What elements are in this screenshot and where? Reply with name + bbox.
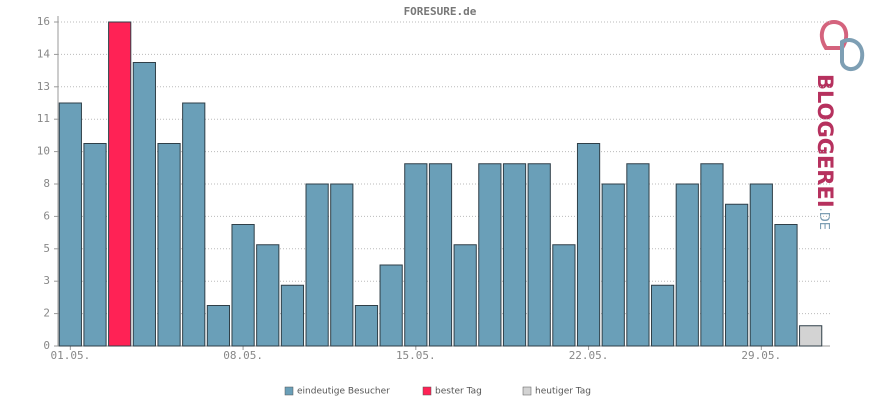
bar xyxy=(749,183,773,347)
bar xyxy=(502,163,527,347)
legend-label: eindeutige Besucher xyxy=(297,387,390,397)
bar xyxy=(428,163,453,347)
logo-shape xyxy=(840,38,865,71)
y-tick-label: 6 xyxy=(43,209,50,222)
legend-label: bester Tag xyxy=(435,387,482,397)
bar xyxy=(675,183,699,347)
bar xyxy=(182,102,206,347)
legend-label: heutiger Tag xyxy=(535,387,591,397)
logo-text: BLOGGEREI.DE xyxy=(813,74,837,230)
bar xyxy=(108,21,132,347)
y-tick-label: 5 xyxy=(43,242,50,255)
bar xyxy=(799,325,823,347)
legend: eindeutige Besucher bester Tag heutiger Ta… xyxy=(284,386,591,397)
y-tick-label: 8 xyxy=(43,177,50,190)
bar xyxy=(725,203,749,347)
bar xyxy=(206,305,231,347)
y-tick-label: 14 xyxy=(37,47,51,60)
logo-word: BLOGGEREI xyxy=(813,74,837,208)
legend-swatch xyxy=(422,386,432,396)
bar xyxy=(256,244,280,347)
bar xyxy=(576,143,601,347)
bar xyxy=(601,183,625,347)
bar xyxy=(650,284,675,347)
y-tick-label: 10 xyxy=(37,145,50,158)
bar xyxy=(58,102,82,347)
x-tick-label: 01.05. xyxy=(50,349,90,362)
bar xyxy=(379,264,403,347)
y-tick-label: 2 xyxy=(43,307,50,320)
bar xyxy=(404,163,428,347)
legend-swatch xyxy=(522,386,532,396)
bar xyxy=(330,183,354,347)
bar xyxy=(83,143,107,347)
x-tick-label: 22.05. xyxy=(569,349,609,362)
bar xyxy=(231,224,255,347)
bar xyxy=(132,62,156,347)
legend-swatch xyxy=(284,386,294,396)
y-tick-label: 13 xyxy=(37,80,50,93)
x-tick-label: 29.05. xyxy=(741,349,781,362)
bar xyxy=(774,224,798,347)
bar xyxy=(280,284,305,347)
y-tick-label: 3 xyxy=(43,274,50,287)
logo-suffix: .DE xyxy=(817,208,832,230)
bar xyxy=(700,163,724,347)
y-tick-label: 0 xyxy=(43,339,50,352)
chart-title: FORESURE.de xyxy=(404,5,477,18)
bar xyxy=(626,163,650,347)
logo: BLOGGEREI.DE xyxy=(813,19,865,230)
bar xyxy=(527,163,551,347)
bar xyxy=(354,305,379,347)
bar xyxy=(305,183,329,347)
x-tick-label: 08.05. xyxy=(223,349,263,362)
y-tick-label: 11 xyxy=(37,112,50,125)
y-tick-label: 16 xyxy=(37,15,50,28)
x-tick-label: 15.05. xyxy=(396,349,436,362)
bar xyxy=(157,143,181,347)
bar xyxy=(552,244,576,347)
bar xyxy=(453,244,477,347)
bar xyxy=(478,163,502,347)
